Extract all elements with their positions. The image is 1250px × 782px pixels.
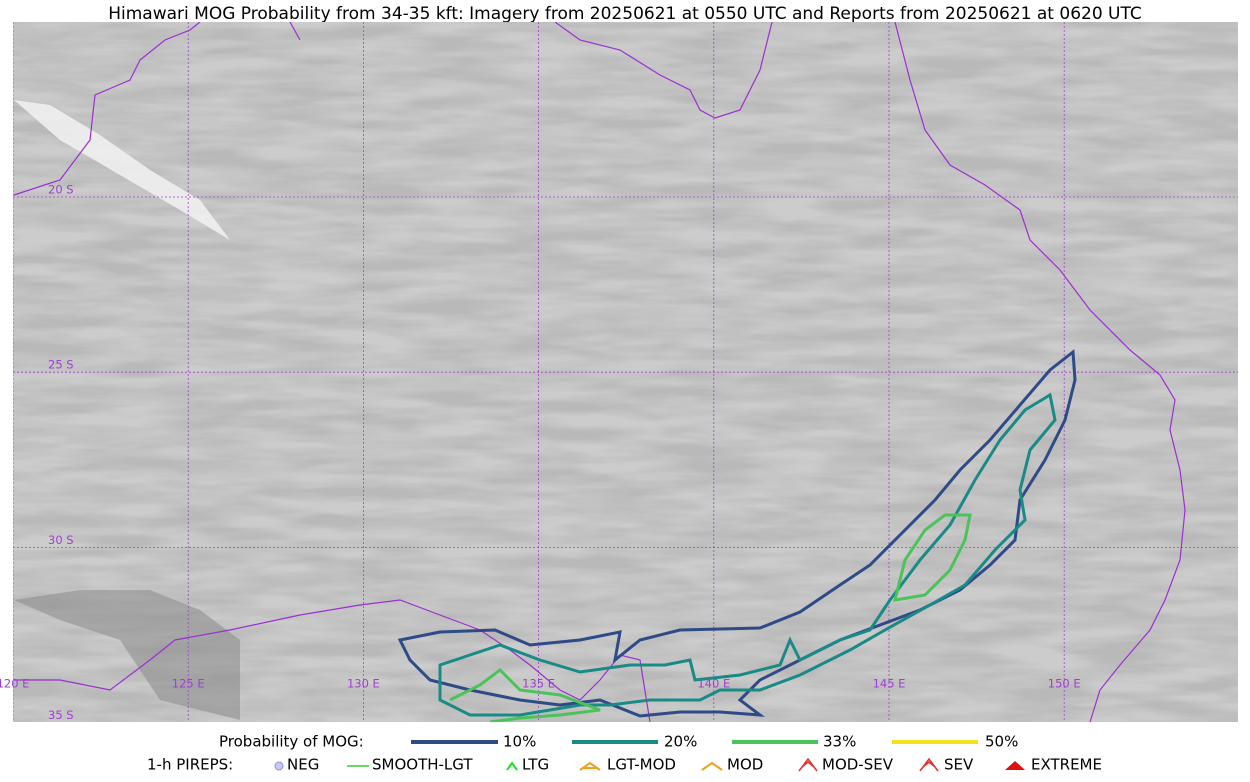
- map-area: [13, 22, 1238, 722]
- longitude-label: 140 E: [697, 677, 730, 691]
- latitude-label: 35 S: [48, 708, 74, 722]
- legend-label: NEG: [287, 756, 319, 774]
- title: Himawari MOG Probability from 34-35 kft:…: [108, 4, 1142, 24]
- cloud: [14, 590, 240, 720]
- graticule: [13, 22, 1238, 722]
- pirep-icon: [274, 761, 284, 771]
- contour-20: [438, 392, 1057, 717]
- legend-label: SMOOTH-LGT: [372, 756, 473, 774]
- pirep-icon: [1005, 761, 1025, 770]
- latitude-label: 20 S: [48, 183, 74, 197]
- legend-title: 1-h PIREPS:: [147, 756, 233, 774]
- legend-label: SEV: [944, 756, 974, 774]
- longitude-label: 135 E: [522, 677, 555, 691]
- legend-label: 10%: [503, 733, 536, 751]
- latitude-label: 25 S: [48, 358, 74, 372]
- longitude-label: 125 E: [172, 677, 205, 691]
- legend-label: MOD: [727, 756, 763, 774]
- pirep-icon: [919, 757, 939, 772]
- contour-10: [397, 349, 1077, 718]
- pirep-icon: [506, 761, 518, 771]
- legend-title: Probability of MOG:: [219, 733, 364, 751]
- legend-label: EXTREME: [1031, 756, 1102, 774]
- legend-label: 50%: [985, 733, 1018, 751]
- longitude-label: 145 E: [873, 677, 906, 691]
- latitude-label: 30 S: [48, 533, 74, 547]
- legend-label: LTG: [522, 756, 549, 774]
- cloud: [14, 100, 230, 240]
- longitude-label: 150 E: [1048, 677, 1081, 691]
- contour-33: [449, 513, 972, 722]
- legend-label: LGT-MOD: [607, 756, 676, 774]
- coastline: [13, 22, 1186, 722]
- legend-label: 33%: [823, 733, 856, 751]
- pirep-icon: [798, 757, 818, 772]
- legend: Probability of MOG: 10% 20% 33% 50% 1-h …: [147, 733, 1102, 774]
- pirep-icon: [579, 761, 601, 771]
- longitude-label: 120 E: [0, 677, 29, 691]
- pirep-icon: [701, 761, 723, 771]
- legend-label: 20%: [664, 733, 697, 751]
- legend-label: MOD-SEV: [822, 756, 894, 774]
- longitude-label: 130 E: [347, 677, 380, 691]
